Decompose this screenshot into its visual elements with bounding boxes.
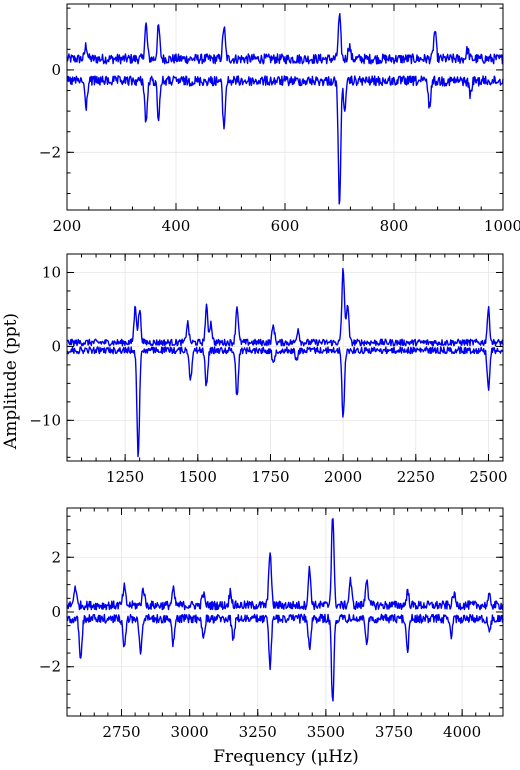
x-tick-label: 200 [53,217,82,235]
x-tick-label: 2250 [397,468,435,486]
series-positive-line [66,13,504,65]
x-tick-label: 3750 [375,723,413,741]
panel-3: 2750 3000 3250 3500 3750 4000 −2 0 2 [39,507,504,741]
y-tick-label: 10 [42,263,61,281]
y-tick-label: 0 [51,61,61,79]
y-tick-label: 2 [51,548,61,566]
series-negative-line [66,75,504,205]
x-tick-label: 1750 [251,468,289,486]
x-tick-label: 2000 [324,468,362,486]
x-tick-label: 1250 [106,468,144,486]
y-tick-label: 0 [51,337,61,355]
x-tick-label: 1500 [179,468,217,486]
x-tick-label: 800 [380,217,409,235]
y-tick-label: −2 [39,143,61,161]
series-negative-line [66,613,504,702]
x-axis-label: Frequency (μHz) [213,747,358,767]
y-axis-label: Amplitude (ppt) [1,313,21,450]
y-tick-label: −2 [39,658,61,676]
x-tick-label: 400 [162,217,191,235]
x-tick-label: 2750 [102,723,140,741]
series-positive-line [66,267,504,347]
y-tick-label: 0 [51,603,61,621]
x-tick-label: 2500 [469,468,507,486]
y-tick-label: −10 [29,411,61,429]
x-tick-label: 4000 [443,723,481,741]
x-tick-label: 3500 [307,723,345,741]
x-tick-label: 3250 [239,723,277,741]
plot-frame [66,253,504,462]
x-tick-label: 3000 [171,723,209,741]
series-negative-line [66,346,504,458]
panel-1: 200 400 600 800 1000 −2 0 [39,3,520,235]
panel-2: 1250 1500 1750 2000 2250 2500 −10 0 10 [29,253,508,486]
x-tick-label: 1000 [484,217,520,235]
series-positive-line [66,518,504,611]
x-tick-label: 600 [271,217,300,235]
